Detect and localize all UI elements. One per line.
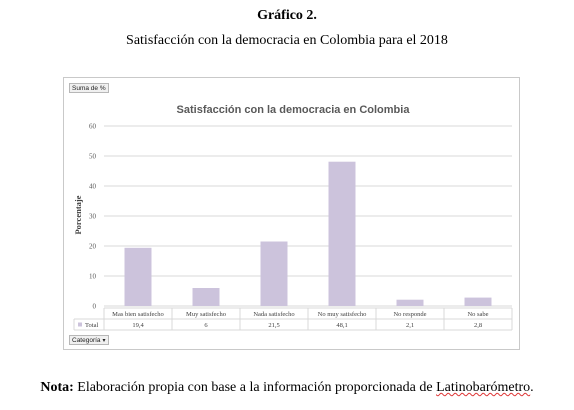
figure-number: Gráfico 2.	[257, 8, 317, 23]
y-tick-label: 50	[89, 153, 97, 161]
legend-swatch	[78, 322, 82, 327]
value-label: 19,4	[132, 322, 144, 329]
value-label: 48,1	[336, 322, 347, 329]
note-text: Elaboración propia con base a la informa…	[77, 380, 433, 395]
chart-frame: Suma de % Satisfacción con la democracia…	[63, 77, 520, 350]
note-end: .	[530, 380, 534, 395]
category-field-label: Categoría	[72, 337, 101, 344]
filter-icon: ▾	[102, 338, 106, 344]
y-tick-label: 60	[89, 123, 97, 131]
category-label: No muy satisfecho	[318, 311, 367, 318]
chart: Satisfacción con la democracia en Colomb…	[73, 104, 513, 331]
note: Nota: Elaboración propia con base a la i…	[0, 380, 574, 396]
category-label: Nada satisfecho	[253, 311, 294, 318]
y-tick-label: 20	[89, 243, 97, 251]
bar	[192, 288, 220, 306]
value-label: 2,1	[406, 322, 414, 329]
figure-caption: Satisfacción con la democracia en Colomb…	[126, 33, 448, 48]
note-lead: Nota:	[40, 380, 74, 395]
category-label: No sabe	[467, 311, 488, 318]
data-table: Total Mas bien satisfecho 19,4 Muy satisfec…	[73, 307, 513, 331]
category-field-button[interactable]: Categoría ▾	[69, 335, 109, 345]
bar	[260, 241, 288, 306]
y-tick-label: 10	[89, 273, 97, 281]
y-tick-label: 40	[89, 183, 97, 191]
y-axis-label: Porcentaje	[73, 195, 83, 234]
bars	[124, 161, 492, 306]
bar	[464, 297, 492, 306]
value-label: 6	[204, 322, 208, 329]
value-label: 21,5	[268, 322, 279, 329]
category-label: Muy satisfecho	[186, 311, 226, 318]
note-source: Latinobarómetro	[436, 380, 531, 395]
value-label: 2,8	[474, 322, 482, 329]
values-field-button[interactable]: Suma de %	[69, 83, 109, 93]
table-total-label: Total	[85, 322, 98, 329]
gridlines	[104, 125, 512, 307]
category-label: No responde	[393, 311, 426, 318]
y-tick-label: 30	[89, 213, 97, 221]
bar	[328, 161, 356, 306]
bar	[124, 247, 152, 306]
category-label: Mas bien satisfecho	[112, 311, 164, 318]
y-tick-label: 0	[93, 303, 97, 311]
y-tick-labels: 0 10 20 30 40 50 60	[89, 123, 97, 311]
bar	[396, 299, 424, 306]
chart-title: Satisfacción con la democracia en Colomb…	[177, 104, 411, 116]
